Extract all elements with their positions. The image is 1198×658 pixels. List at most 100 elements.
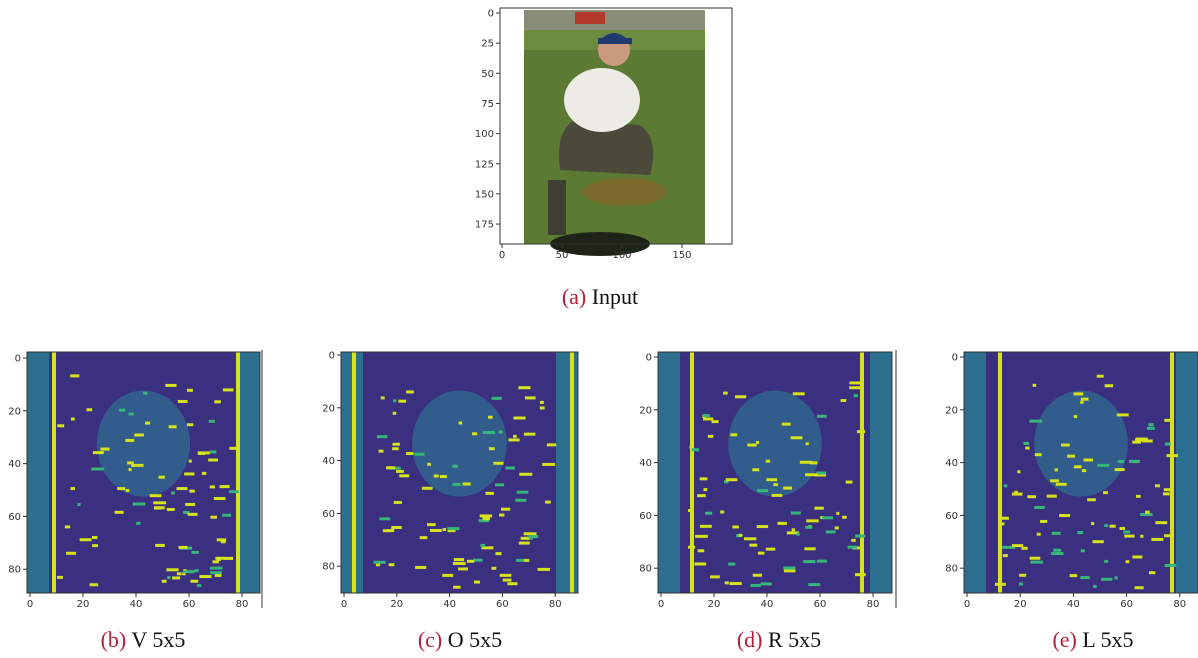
y-tick-label: 60 (639, 511, 652, 522)
panel-caption: V 5x5 (131, 627, 185, 652)
heatmap-pixel (1082, 469, 1086, 472)
heatmap-pixel (513, 435, 517, 438)
heatmap-pixel (503, 579, 512, 582)
heatmap-pixel (214, 400, 221, 403)
heatmap-pixel (542, 463, 555, 466)
heatmap-pixel (221, 540, 226, 543)
svg-text:(c) O 5x5: (c) O 5x5 (418, 627, 502, 652)
heatmap-pixel (1114, 576, 1117, 579)
x-tick-label: 0 (658, 599, 664, 610)
panel-label: (c) (418, 627, 442, 652)
heatmap-pixel (697, 494, 706, 497)
heatmap-pixel (855, 573, 866, 576)
heatmap-pixel (1115, 468, 1125, 471)
heatmap-pixel (1059, 514, 1070, 517)
feature-map (964, 352, 1198, 593)
panel-label: (d) (737, 627, 763, 652)
heatmap-pixel (519, 473, 532, 476)
y-tick-label: 0 (329, 351, 335, 362)
panel-caption: O 5x5 (448, 627, 502, 652)
heatmap-pixel (100, 448, 109, 451)
heatmap-pixel (422, 487, 433, 490)
heatmap-pixel (782, 423, 791, 426)
heatmap-pixel (189, 460, 192, 463)
heatmap-pixel (153, 501, 166, 504)
heatmap-pixel (391, 526, 401, 529)
heatmap-blob (97, 391, 190, 497)
heatmap-pixel (415, 566, 426, 569)
heatmap-pixel (1119, 527, 1125, 530)
x-tick-label: 20 (1014, 599, 1027, 610)
x-tick-label: 20 (390, 599, 403, 610)
heatmap-pixel (735, 395, 746, 398)
heatmap-pixel (757, 489, 768, 492)
heatmap-pixel (414, 453, 424, 456)
heatmap-pixel (508, 438, 519, 441)
heatmap-pixel (459, 422, 463, 425)
heatmap-pixel (529, 535, 539, 538)
heatmap-pixel (215, 557, 224, 560)
heatmap-pixel (814, 507, 823, 510)
heatmap-pixel (822, 516, 833, 519)
heatmap-pixel (192, 551, 199, 554)
heatmap-pixel (440, 475, 447, 478)
heatmap-pixel (857, 430, 865, 433)
heatmap-pixel (483, 431, 495, 434)
x-tick-label: 60 (496, 599, 509, 610)
heatmap-pixel (474, 581, 480, 584)
heatmap-pixel (178, 400, 188, 403)
heatmap-pixel (804, 547, 815, 550)
heatmap-pixel (732, 525, 739, 528)
heatmap-pixel (184, 472, 194, 475)
heatmap-pixel (705, 512, 712, 515)
heatmap-pixel (730, 433, 737, 436)
heatmap-pixel (143, 392, 147, 395)
heatmap-pixel (1129, 460, 1140, 463)
heatmap-pixel (1104, 524, 1108, 527)
heatmap-band (998, 352, 1002, 593)
heatmap-pixel (93, 451, 104, 454)
heatmap-pixel (495, 483, 504, 486)
heatmap-pixel (392, 447, 399, 450)
heatmap-pixel (223, 388, 234, 391)
heatmap-pixel (1091, 522, 1094, 525)
heatmap-pixel (420, 536, 428, 539)
heatmap-pixel (1004, 484, 1008, 487)
heatmap-pixel (222, 514, 231, 517)
heatmap-pixel (712, 420, 719, 423)
heatmap-pixel (1103, 491, 1108, 494)
heatmap-pixel (540, 401, 544, 404)
heatmap-pixel (1124, 535, 1134, 538)
heatmap-pixel (1148, 423, 1153, 426)
heatmap-pixel (1081, 398, 1089, 401)
heatmap-pixel (117, 487, 125, 490)
heatmap-pixel (1029, 420, 1042, 423)
svg-text:(e) L 5x5: (e) L 5x5 (1052, 627, 1133, 652)
heatmap-pixel (826, 530, 836, 533)
heatmap-pixel (92, 544, 98, 547)
heatmap-pixel (538, 568, 551, 571)
y-tick-label: 20 (322, 403, 335, 414)
heatmap-pixel (1003, 554, 1008, 557)
heatmap-pixel (766, 548, 775, 551)
heatmap-pixel (703, 414, 710, 417)
heatmap-pixel (220, 485, 230, 488)
x-tick-label: 20 (708, 599, 721, 610)
heatmap-pixel (506, 467, 515, 470)
heatmap-edge (1176, 352, 1198, 593)
heatmap-pixel (199, 575, 211, 578)
heatmap-pixel (229, 490, 239, 493)
heatmap-pixel (517, 491, 529, 494)
heatmap-pixel (177, 572, 182, 575)
heatmap-pixel (772, 494, 783, 497)
heatmap-pixel (507, 582, 517, 585)
heatmap-edge (556, 352, 578, 593)
heatmap-pixel (855, 535, 865, 538)
heatmap-pixel (1037, 533, 1041, 536)
heatmap-pixel (70, 487, 75, 490)
heatmap-pixel (688, 546, 695, 549)
heatmap-band (352, 352, 356, 593)
x-tick-label: 40 (443, 599, 456, 610)
heatmap-band (52, 352, 56, 593)
heatmap-pixel (396, 470, 404, 473)
